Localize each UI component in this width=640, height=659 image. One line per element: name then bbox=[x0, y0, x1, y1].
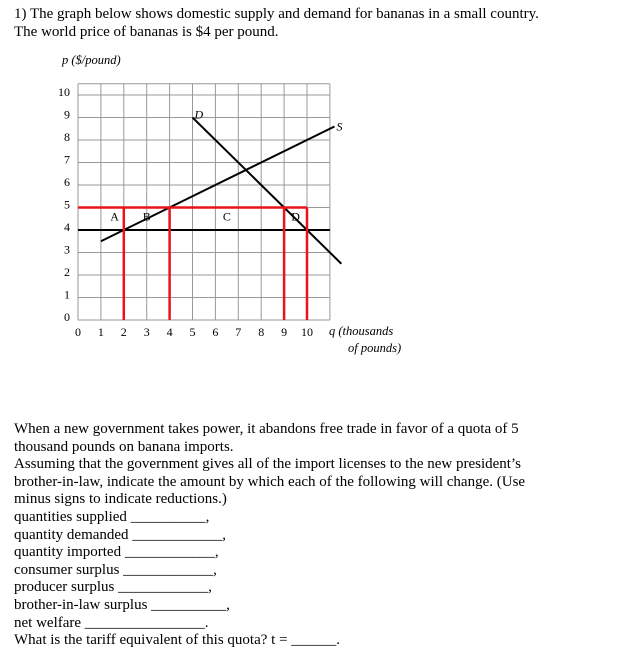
y-tick-label: 4 bbox=[64, 220, 70, 234]
y-tick-label: 5 bbox=[64, 197, 70, 211]
supply-demand-line bbox=[100, 125, 335, 243]
chart: p ($/pound) q (thousands of pounds) 0 1 2 3… bbox=[58, 53, 401, 355]
text-line: quantity imported ____________, bbox=[14, 544, 219, 561]
text-line: net welfare ________________. bbox=[14, 614, 209, 631]
y-tick-label: 9 bbox=[64, 107, 70, 121]
y-tick-label: 10 bbox=[58, 85, 70, 99]
y-tick-label: 6 bbox=[64, 175, 70, 189]
x-tick-label: 7 bbox=[235, 325, 241, 339]
text-line: consumer surplus ____________, bbox=[14, 561, 217, 578]
x-tick-label: 1 bbox=[98, 325, 104, 339]
problem-line: 1) The graph below shows domestic supply… bbox=[14, 6, 539, 22]
problem-line: The world price of bananas is $4 per pou… bbox=[14, 24, 279, 40]
text-line: When a new government takes power, it ab… bbox=[14, 421, 519, 437]
x-tick-label: 0 bbox=[75, 325, 81, 339]
x-axis-label: of pounds) bbox=[348, 341, 401, 355]
legend-label: D bbox=[194, 107, 204, 121]
x-tick-label: 2 bbox=[121, 325, 127, 339]
area-label: D bbox=[291, 210, 300, 224]
y-tick-label: 2 bbox=[64, 265, 70, 279]
text-line: producer surplus ____________, bbox=[14, 579, 212, 596]
x-tick-label: 10 bbox=[301, 325, 313, 339]
legend-label: S bbox=[336, 119, 342, 133]
x-tick-label: 3 bbox=[144, 325, 150, 339]
text-line: quantities supplied __________, bbox=[14, 509, 210, 525]
x-tick-label: 9 bbox=[281, 325, 287, 339]
x-axis-label: q (thousands bbox=[329, 324, 393, 338]
y-axis-label: p ($/pound) bbox=[61, 53, 121, 67]
text-line: thousand pounds on banana imports. bbox=[14, 438, 234, 455]
supply-demand-line bbox=[191, 116, 343, 265]
x-tick-label: 5 bbox=[190, 325, 196, 339]
y-tick-label: 1 bbox=[64, 287, 70, 301]
text-line: Assuming that the government gives all o… bbox=[14, 456, 521, 473]
y-tick-label: 0 bbox=[64, 310, 70, 324]
x-tick-label: 8 bbox=[258, 325, 264, 339]
x-tick-label: 6 bbox=[212, 325, 218, 339]
text-line: brother-in-law surplus __________, bbox=[14, 597, 230, 613]
y-tick-label: 8 bbox=[64, 130, 70, 144]
text-line: What is the tariff equivalent of this qu… bbox=[14, 632, 341, 649]
text-line: quantity demanded ____________, bbox=[14, 526, 227, 543]
area-label: A bbox=[110, 210, 119, 224]
text-line: minus signs to indicate reductions.) bbox=[14, 491, 227, 508]
y-tick-label: 3 bbox=[64, 242, 70, 256]
x-tick-label: 4 bbox=[167, 325, 173, 339]
area-label: C bbox=[223, 210, 231, 224]
y-tick-label: 7 bbox=[64, 152, 70, 166]
area-label: B bbox=[143, 210, 151, 224]
text-line: brother-in-law, indicate the amount by w… bbox=[14, 473, 526, 490]
